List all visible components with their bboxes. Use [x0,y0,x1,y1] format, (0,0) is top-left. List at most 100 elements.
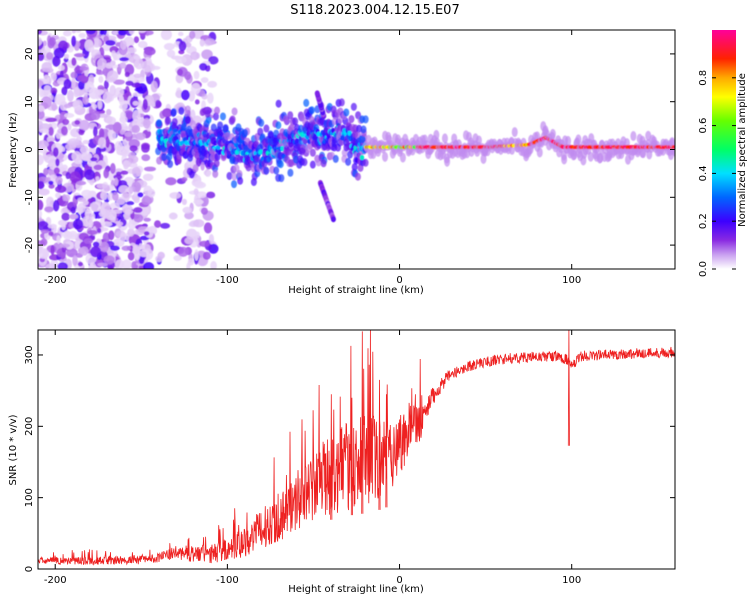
heatmap-cell [194,231,200,239]
heatmap-cell [131,82,142,88]
heatmap-cell [202,251,211,260]
heatmap-cell [108,130,117,141]
heatmap-cell [360,125,367,134]
heatmap-cell [174,133,181,142]
heatmap-cell [265,155,272,164]
heatmap-cell [100,241,109,253]
heatmap-cell [47,223,58,229]
heatmap-cell [54,93,66,106]
x-tick-label: 100 [562,575,581,586]
heatmap-cell [49,87,58,95]
heatmap-cell [79,146,89,154]
heatmap-cell [75,252,83,258]
heatmap-cell [258,118,265,127]
heatmap-cell [219,112,226,121]
heatmap-cell [75,180,87,186]
heatmap-cell [78,232,89,241]
heatmap-cell [55,192,61,199]
heatmap-cell [39,128,50,134]
heatmap-cell [61,86,68,96]
heatmap-cell [193,188,199,196]
heatmap-cell [116,171,122,177]
heatmap-cell [141,143,150,153]
heatmap-cell [231,107,238,116]
heatmap-cell [350,102,357,111]
heatmap-cell [112,121,122,134]
heatmap-cell [84,208,91,219]
heatmap-cell [180,89,190,101]
heatmap-cell [140,206,149,216]
heatmap-cell [150,80,158,93]
heatmap-cell [119,129,126,135]
heatmap-cell [356,124,363,133]
heatmap-cell [213,159,220,168]
heatmap-cell [67,123,72,131]
heatmap-cell [85,30,96,35]
heatmap-cell [131,124,141,134]
heatmap-cell [203,222,213,234]
x-tick-label: 100 [562,275,581,286]
heatmap-cell [135,185,140,193]
heatmap-cell [222,124,229,133]
heatmap-cell [188,170,195,179]
heatmap-cell [51,102,57,111]
heatmap-cell [189,120,196,129]
heatmap-cell [50,244,55,256]
snr-x-label: Height of straight line (km) [288,584,424,595]
heatmap-cell [124,215,130,221]
colorbar: 0.0 0.2 0.4 0.6 0.8 Normalized spectral ampl… [698,30,748,277]
heatmap-cell [301,158,308,167]
heatmap-cell [100,190,108,201]
heatmap-cell [193,199,204,205]
heatmap-cell [38,30,43,35]
heatmap-cell [433,129,440,140]
heatmap-cell [199,62,208,71]
heatmap-cell [108,230,115,241]
heatmap-cell [91,203,98,212]
heatmap-cell [121,245,132,251]
heatmap-cell [338,98,345,107]
heatmap-cell [208,56,219,65]
heatmap-cell [56,235,61,244]
heatmap-cell [596,153,603,164]
heatmap-cell [85,81,95,93]
heatmap-cell [198,240,210,247]
heatmap-cell [71,77,76,90]
heatmap-cell [351,163,358,172]
heatmap-cell [38,180,45,190]
heatmap-cell [61,125,68,136]
heatmap-cell [55,185,67,193]
heatmap-cell [89,263,95,269]
heatmap-cell [275,99,282,108]
heatmap-cell [38,220,49,231]
heatmap-cell [119,62,127,69]
heatmap-cell [231,172,238,181]
heatmap-cell [79,66,89,71]
heatmap-cell [184,211,194,220]
heatmap-cell [157,251,165,260]
heatmap-cell [48,126,54,136]
heatmap-cell [122,126,132,131]
heatmap-cell [105,62,114,69]
heatmap-cell [178,40,187,52]
heatmap-cell [97,227,102,234]
heatmap-cell [287,111,294,120]
heatmap-cell [107,70,119,82]
heatmap-cell [75,30,82,33]
heatmap-cell [168,212,178,220]
heatmap-cell [275,121,282,130]
heatmap-cell [53,167,60,175]
heatmap-cell [82,140,90,145]
heatmap-cell [195,157,202,167]
heatmap-cell [208,233,215,245]
heatmap-cell [177,246,189,257]
heatmap-cell [309,148,316,157]
heatmap-cell [186,228,198,240]
heatmap-cell [441,133,448,144]
heatmap-cell [144,47,156,56]
heatmap-cell [155,119,162,128]
heatmap-cell [133,213,144,223]
heatmap-cell [109,85,116,97]
